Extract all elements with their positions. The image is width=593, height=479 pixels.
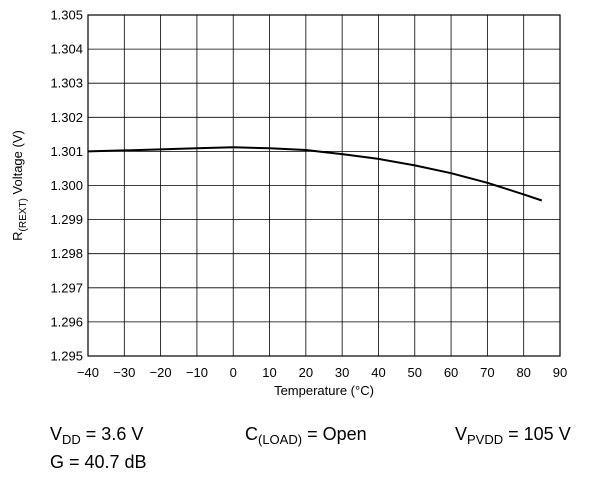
cload-condition: C(LOAD) = Open: [245, 424, 367, 447]
y-tick-label: 1.301: [50, 144, 83, 159]
y-tick-label: 1.298: [50, 246, 83, 261]
cload-value: = Open: [302, 424, 367, 444]
vdd-value: = 3.6 V: [80, 424, 144, 444]
plot-frame: [87, 14, 561, 357]
gain-condition: G = 40.7 dB: [50, 452, 147, 472]
x-tick-label: 60: [444, 365, 458, 380]
x-tick-label: −40: [77, 365, 99, 380]
vdd-symbol: V: [50, 424, 63, 444]
tick-labels: −40 −30 −20 −10 0 10 20 30 40 50 60 70 80 90 1.295 1.29…: [50, 8, 567, 381]
vpvdd-symbol: V: [455, 424, 468, 444]
x-tick-label: 90: [553, 365, 567, 380]
x-tick-label: 70: [480, 365, 494, 380]
x-tick-label: 10: [262, 365, 276, 380]
x-tick-label: 50: [408, 365, 422, 380]
y-tick-label: 1.305: [50, 8, 83, 23]
x-tick-label: −10: [186, 365, 208, 380]
x-tick-label: 20: [299, 365, 313, 380]
cload-subscript: (LOAD): [258, 432, 303, 447]
y-tick-label: 1.297: [50, 280, 83, 295]
cload-symbol: C: [245, 424, 258, 444]
y-tick-label: 1.303: [50, 76, 83, 91]
x-tick-label: 0: [230, 365, 237, 380]
vdd-subscript: DD: [62, 432, 81, 447]
x-tick-label: −20: [150, 365, 172, 380]
x-tick-label: −30: [113, 365, 135, 380]
series-layer: [87, 146, 543, 202]
x-axis-label: Temperature (°C): [274, 383, 374, 398]
y-axis-label-sub: (REXT): [18, 198, 29, 231]
vpvdd-condition: VPVDD = 105 V: [455, 424, 571, 447]
y-axis-label-rest: Voltage (V): [10, 130, 25, 198]
vdd-condition: VDD = 3.6 V: [50, 424, 143, 447]
y-tick-label: 1.296: [50, 314, 83, 329]
y-axis-label: R(REXT) Voltage (V): [10, 130, 29, 241]
x-tick-label: 30: [335, 365, 349, 380]
y-tick-label: 1.304: [50, 42, 83, 57]
y-tick-label: 1.302: [50, 110, 83, 125]
vpvdd-value: = 105 V: [503, 424, 571, 444]
grid: [87, 14, 561, 357]
y-tick-label: 1.295: [50, 349, 83, 364]
y-axis-label-main: R: [10, 231, 25, 240]
y-tick-label: 1.299: [50, 212, 83, 227]
vpvdd-subscript: PVDD: [467, 432, 504, 447]
x-tick-label: 40: [371, 365, 385, 380]
series-line: [87, 146, 543, 202]
y-tick-label: 1.300: [50, 178, 83, 193]
x-tick-label: 80: [516, 365, 530, 380]
